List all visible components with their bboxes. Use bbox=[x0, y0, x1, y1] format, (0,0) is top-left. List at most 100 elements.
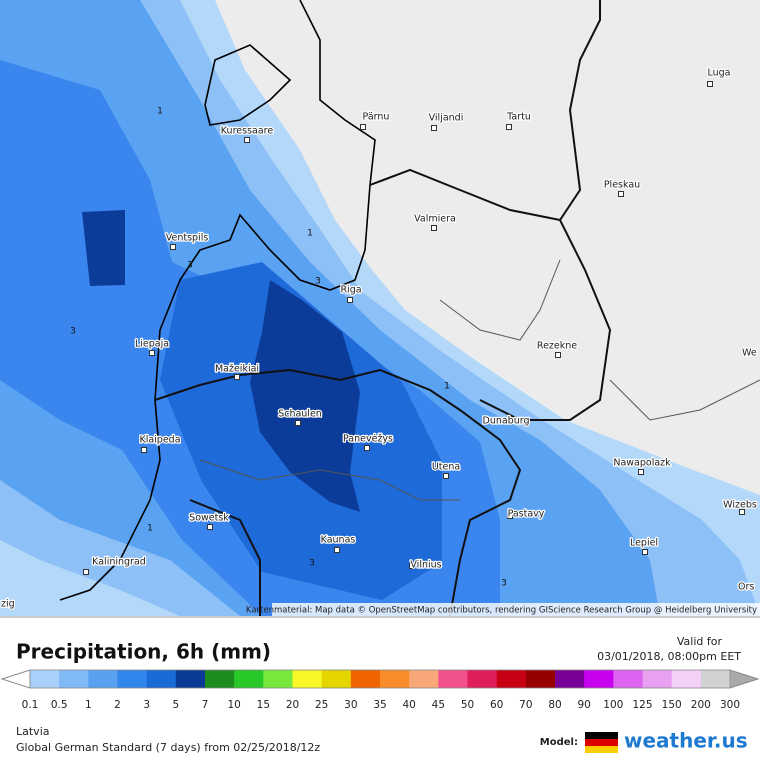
valid-label: Valid for bbox=[677, 635, 723, 648]
city-marker bbox=[141, 447, 147, 453]
city-layer: Pärnu Viljandi Tartu Luga Kuressaare Pleskau V… bbox=[0, 66, 758, 611]
colorbar-tick-label: 25 bbox=[315, 699, 328, 711]
city-label: Wizebs bbox=[723, 500, 757, 511]
colorbar-segment bbox=[380, 670, 410, 688]
city-label: Viljandi bbox=[429, 113, 464, 124]
city-label: Luga bbox=[708, 68, 731, 79]
city-label: Kuressaare bbox=[221, 126, 274, 137]
contour-label: 1 bbox=[307, 229, 313, 239]
colorbar-tick-label: 35 bbox=[373, 699, 386, 711]
city-label: Dunaburg bbox=[483, 416, 530, 427]
colorbar-segment bbox=[496, 670, 527, 688]
colorbar-end bbox=[0, 669, 31, 689]
colorbar-tick-label: 100 bbox=[603, 699, 623, 711]
colorbar-segment bbox=[205, 670, 235, 688]
colorbar-tick-label: 5 bbox=[172, 699, 179, 711]
city-marker bbox=[507, 513, 513, 519]
city-label: We bbox=[742, 348, 757, 359]
legend-title: Precipitation, 6h (mm) bbox=[16, 640, 271, 664]
colorbar-segment bbox=[117, 670, 148, 688]
city-label: Panevėžys bbox=[343, 434, 393, 445]
city-marker bbox=[83, 569, 89, 575]
colorbar-segment bbox=[409, 670, 439, 688]
city-label: Ors bbox=[738, 582, 754, 593]
brand: weather.us bbox=[624, 729, 748, 753]
city-label: Kaunas bbox=[321, 535, 356, 546]
precip-area bbox=[570, 500, 640, 600]
city-label: Sowetsk bbox=[189, 513, 229, 524]
city-marker bbox=[295, 420, 301, 426]
city-marker bbox=[555, 352, 561, 358]
colorbar-segment bbox=[175, 670, 206, 688]
colorbar: 0.1 0.5 1 2 3 5 7 10 15 20 25 30 35 40 45 50 60 70 80 90 100… bbox=[0, 669, 760, 711]
colorbar-segment bbox=[671, 670, 702, 688]
colorbar-tick-label: 0.1 bbox=[22, 699, 39, 711]
colorbar-segment bbox=[263, 670, 293, 688]
city-marker bbox=[347, 297, 353, 303]
city-marker bbox=[431, 125, 437, 131]
contour-label: 3 bbox=[501, 579, 507, 589]
contour-label: 1 bbox=[147, 524, 153, 534]
city-marker bbox=[170, 244, 176, 250]
colorbar-tick-label: 70 bbox=[519, 699, 532, 711]
contour-label: 3 bbox=[309, 559, 315, 569]
colorbar-tick-label: 200 bbox=[691, 699, 711, 711]
city-label: Schaulen bbox=[278, 409, 322, 420]
city-marker bbox=[618, 191, 624, 197]
colorbar-tick-label: 3 bbox=[143, 699, 150, 711]
colorbar-tick-label: 300 bbox=[720, 699, 740, 711]
border bbox=[154, 0, 612, 617]
colorbar-tick-label: 125 bbox=[632, 699, 652, 711]
border bbox=[199, 259, 760, 501]
city-marker bbox=[409, 563, 415, 569]
city-marker bbox=[638, 469, 644, 475]
valid-time: 03/01/2018, 08:00pm EET bbox=[597, 650, 741, 663]
city-marker bbox=[234, 374, 240, 380]
city-label: Pärnu bbox=[363, 112, 390, 123]
colorbar-tick-label: 1 bbox=[85, 699, 92, 711]
colorbar-tick-label: 7 bbox=[202, 699, 209, 711]
map bbox=[0, 0, 760, 617]
attribution-background bbox=[272, 603, 760, 616]
contour-label: 1 bbox=[444, 382, 450, 392]
city-label: Pleskau bbox=[604, 180, 640, 191]
city-marker bbox=[506, 124, 512, 130]
colorbar-segment bbox=[700, 670, 731, 688]
city-label: Klaipeda bbox=[139, 435, 180, 446]
contour-label: 3 bbox=[315, 277, 321, 287]
colorbar-frame bbox=[29, 669, 731, 689]
colorbar-segment bbox=[88, 670, 118, 688]
precip-area bbox=[82, 210, 125, 286]
colorbar-tick-label: 45 bbox=[432, 699, 445, 711]
colorbar-segment bbox=[642, 670, 673, 688]
city-marker bbox=[334, 547, 340, 553]
city-label: Liepaja bbox=[135, 339, 169, 350]
colorbar-tick-label: 80 bbox=[548, 699, 561, 711]
colorbar-segment bbox=[321, 670, 352, 688]
city-marker bbox=[149, 350, 155, 356]
colorbar-segment bbox=[438, 670, 468, 688]
colorbar-tick-label: 2 bbox=[114, 699, 121, 711]
city-marker bbox=[431, 225, 437, 231]
colorbar-tick-label: 150 bbox=[662, 699, 682, 711]
city-label: Valmiera bbox=[414, 214, 456, 225]
colorbar-tick-label: 40 bbox=[402, 699, 415, 711]
city-marker bbox=[443, 473, 449, 479]
colorbar-segment bbox=[584, 670, 614, 688]
city-label: Nawapolazk bbox=[613, 458, 671, 469]
city-marker bbox=[739, 509, 745, 515]
model-run: Global German Standard (7 days) from 02/… bbox=[16, 741, 320, 754]
city-marker bbox=[207, 524, 213, 530]
city-marker bbox=[364, 445, 370, 451]
contour-label: 3 bbox=[187, 261, 193, 271]
city-marker bbox=[360, 124, 366, 130]
colorbar-tick-label: 30 bbox=[344, 699, 357, 711]
model-label: Model: bbox=[540, 737, 578, 748]
contour-label-layer: 1 1 1 1 3 3 3 3 3 bbox=[70, 107, 507, 589]
colorbar-tick-label: 20 bbox=[286, 699, 299, 711]
contour-label: 1 bbox=[157, 107, 163, 117]
colorbar-tick-label: 0.5 bbox=[51, 699, 68, 711]
colorbar-segment bbox=[59, 670, 89, 688]
precip-area bbox=[250, 280, 360, 512]
city-label: Riga bbox=[340, 285, 361, 296]
